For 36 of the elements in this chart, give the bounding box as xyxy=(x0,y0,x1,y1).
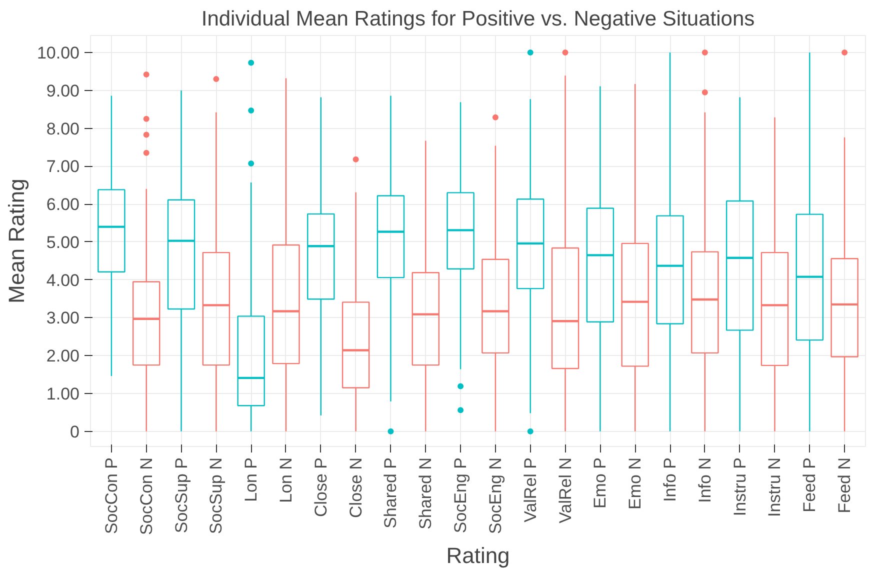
x-tick-label: Emo P xyxy=(590,457,610,509)
x-tick-label: Shared N xyxy=(416,457,436,530)
y-tick-label: 4.00 xyxy=(46,270,80,290)
x-tick-label: Info N xyxy=(695,457,714,503)
x-tick-label: Feed P xyxy=(800,458,820,512)
y-tick-label: 2.00 xyxy=(46,346,80,366)
x-tick-label: Info P xyxy=(660,457,680,502)
x-tick-label: Instru P xyxy=(730,457,750,516)
x-tick-label: Emo N xyxy=(626,457,645,510)
x-tick-label: SocSup P xyxy=(172,457,191,534)
y-tick-label: 8.00 xyxy=(46,119,80,138)
x-tick-label: Lon P xyxy=(242,457,261,502)
x-tick-label: Lon N xyxy=(276,457,296,503)
x-tick-label: ValRel P xyxy=(520,457,540,522)
y-tick-label: 0 xyxy=(70,422,80,442)
y-tick-label: 7.00 xyxy=(46,157,80,176)
y-axis-title: Mean Rating xyxy=(4,178,29,304)
x-tick-label: SocEng P xyxy=(451,457,470,534)
x-tick-label: Close P xyxy=(311,457,330,518)
x-tick-label: Close N xyxy=(346,457,366,518)
x-tick-label: SocCon N xyxy=(136,457,156,535)
x-tick-label: SocEng N xyxy=(486,457,505,534)
y-tick-label: 9.00 xyxy=(46,81,80,100)
chart-title: Individual Mean Ratings for Positive vs. Negative Situations xyxy=(201,8,755,30)
x-axis-title: Rating xyxy=(446,542,510,568)
y-tick-label: 6.00 xyxy=(46,195,80,214)
y-tick-label: 3.00 xyxy=(46,308,80,328)
x-tick-label: Feed N xyxy=(835,458,854,514)
x-tick-label: ValRel N xyxy=(556,457,575,524)
y-tick-label: 10.00 xyxy=(36,44,80,63)
x-tick-label: Instru N xyxy=(765,457,784,518)
y-tick-label: 5.00 xyxy=(46,232,80,252)
x-tick-label: SocCon P xyxy=(102,457,121,534)
x-tick-label: SocSup N xyxy=(206,457,226,534)
y-tick-label: 1.00 xyxy=(46,384,80,404)
x-tick-label: Shared P xyxy=(381,457,400,528)
